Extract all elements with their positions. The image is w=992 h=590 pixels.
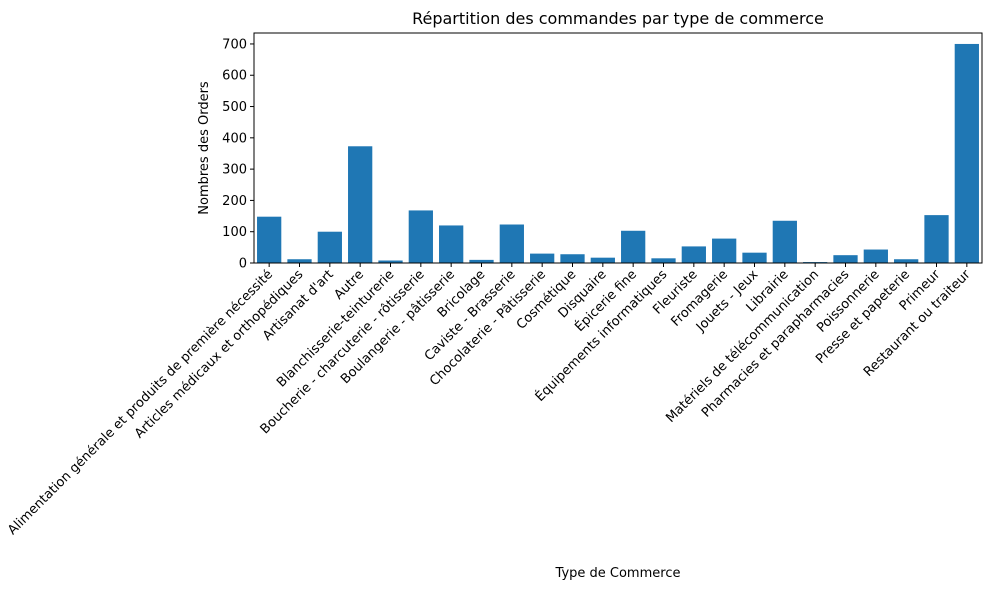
y-tick-label: 100 bbox=[222, 225, 247, 240]
bar bbox=[651, 258, 676, 263]
bar bbox=[499, 224, 524, 263]
y-tick-label: 300 bbox=[222, 163, 247, 178]
y-tick-label: 700 bbox=[222, 37, 247, 52]
bar bbox=[924, 215, 949, 263]
y-tick-label: 0 bbox=[239, 257, 247, 272]
chart-title: Répartition des commandes par type de co… bbox=[412, 9, 824, 28]
bar bbox=[257, 216, 282, 263]
bar bbox=[408, 210, 433, 263]
y-tick-label: 500 bbox=[222, 100, 247, 115]
bar bbox=[621, 230, 646, 263]
bar bbox=[712, 238, 737, 263]
x-axis-label: Type de Commerce bbox=[555, 566, 681, 581]
y-axis: 0 100 200 300 400 500 600 700 bbox=[222, 37, 254, 272]
x-axis: Alimentation générale et produits de pre… bbox=[5, 263, 974, 538]
bar bbox=[772, 220, 797, 263]
bar bbox=[681, 246, 706, 263]
bar bbox=[863, 249, 888, 263]
bar bbox=[439, 225, 464, 263]
bar bbox=[894, 259, 919, 263]
y-tick-label: 600 bbox=[222, 69, 247, 84]
bar bbox=[469, 259, 494, 263]
bar bbox=[833, 255, 858, 263]
y-axis-label: Nombres des Orders bbox=[197, 81, 212, 215]
bar bbox=[378, 260, 403, 263]
bar bbox=[590, 257, 615, 263]
bar bbox=[317, 231, 342, 263]
bars-group bbox=[257, 43, 979, 264]
x-tick-label: Alimentation générale et produits de pre… bbox=[5, 267, 276, 538]
bar bbox=[348, 146, 373, 263]
bar bbox=[530, 253, 555, 263]
y-tick-label: 400 bbox=[222, 131, 247, 146]
bar bbox=[560, 254, 585, 263]
y-tick-label: 200 bbox=[222, 194, 247, 209]
plot-frame bbox=[253, 32, 983, 264]
bar bbox=[954, 43, 979, 264]
bar bbox=[287, 259, 312, 263]
bar bbox=[742, 252, 767, 263]
